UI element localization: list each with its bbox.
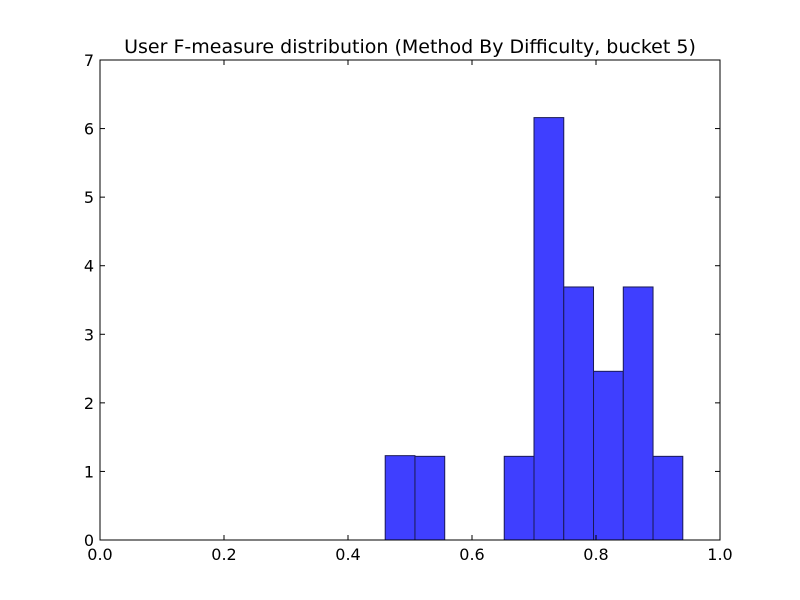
ticks-group: 0.0 0.2 0.4 0.6 0.8 1.0 0 1 2 3 4 5 6 7: [84, 51, 733, 564]
x-tick-label-2: 0.4: [335, 545, 360, 564]
x-tick-label-4: 0.8: [583, 545, 608, 564]
axes-frame: [99, 59, 721, 541]
y-tick-label-4: 4: [84, 257, 94, 276]
histogram-bar-4: [563, 286, 595, 541]
x-tick-label-1: 0.2: [211, 545, 236, 564]
histogram-bar-0: [384, 455, 416, 541]
y-tick-label-6: 6: [84, 120, 94, 139]
x-tick-label-3: 0.6: [459, 545, 484, 564]
bars-group: [384, 117, 684, 541]
y-tick-label-5: 5: [84, 188, 94, 207]
y-tick-label-3: 3: [84, 325, 94, 344]
histogram-bar-1: [414, 455, 446, 541]
chart-title: User F-measure distribution (Method By D…: [124, 36, 696, 58]
x-tick-label-5: 1.0: [707, 545, 732, 564]
histogram-bar-2: [503, 455, 535, 541]
y-tick-label-7: 7: [84, 51, 94, 70]
x-tick-label-0: 0.0: [87, 545, 112, 564]
y-tick-label-0: 0: [84, 531, 94, 550]
y-tick-label-2: 2: [84, 394, 94, 413]
histogram-bar-3: [533, 117, 565, 541]
y-tick-label-1: 1: [84, 462, 94, 481]
histogram-bar-6: [622, 286, 654, 541]
histogram-bar-5: [593, 370, 624, 541]
histogram-bar-7: [652, 455, 684, 541]
